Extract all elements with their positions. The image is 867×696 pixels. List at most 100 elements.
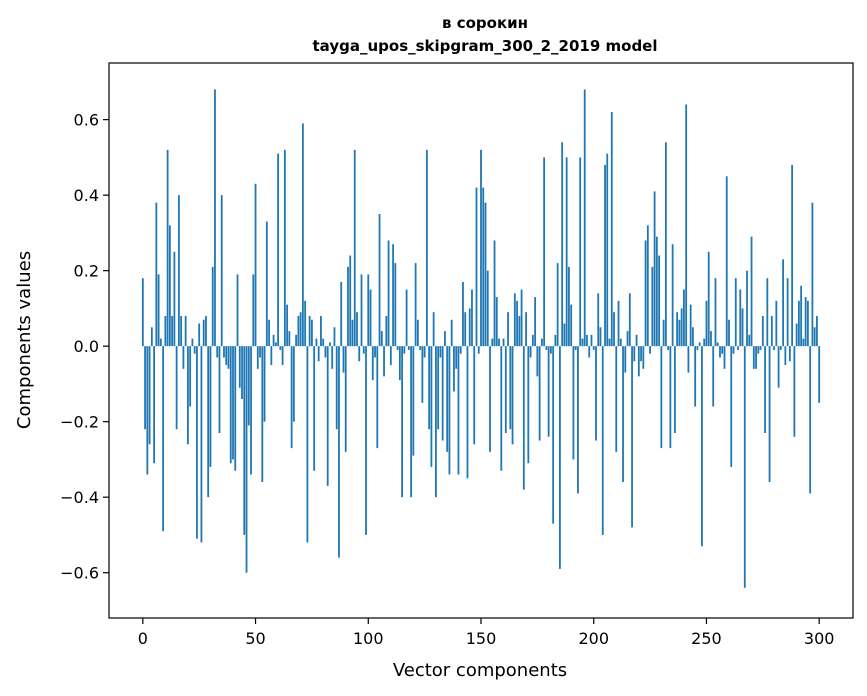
bar (599, 327, 602, 347)
bar (383, 346, 385, 377)
bar (513, 293, 516, 347)
bar (507, 312, 509, 347)
bar (637, 346, 640, 377)
bar (435, 346, 437, 498)
bar (385, 315, 388, 347)
bar (263, 346, 266, 422)
bar (374, 346, 376, 358)
bar (198, 323, 201, 347)
bar (283, 149, 286, 347)
bar (572, 346, 575, 460)
bar (403, 346, 406, 354)
bar (752, 346, 755, 369)
bar (468, 308, 471, 347)
bar (784, 346, 787, 366)
bar (356, 312, 358, 347)
bar (261, 346, 264, 483)
bar (592, 346, 595, 350)
chart-title-line1: в сорокин (442, 14, 528, 32)
bar (304, 300, 307, 347)
bar (335, 346, 338, 430)
bar (274, 342, 277, 347)
bar (728, 319, 730, 347)
bar (171, 315, 174, 347)
bar (211, 266, 214, 347)
bar (552, 346, 555, 524)
bar (159, 338, 162, 347)
bar (407, 346, 410, 350)
bar (144, 346, 146, 430)
bar (236, 274, 239, 347)
bar (662, 319, 665, 347)
bar (265, 221, 268, 347)
bar (428, 346, 431, 430)
bar (705, 300, 708, 347)
bar (416, 319, 419, 347)
x-tick-label: 250 (691, 629, 722, 648)
bar (768, 346, 771, 483)
bar (450, 319, 453, 347)
bar (475, 187, 478, 347)
y-tick-label: −0.4 (60, 488, 99, 507)
bar (441, 346, 444, 441)
bar (338, 346, 340, 558)
bar (766, 278, 769, 347)
bar (743, 346, 746, 588)
bar (313, 346, 316, 471)
x-tick-label: 0 (138, 629, 148, 648)
bar (750, 236, 753, 347)
bar (646, 225, 649, 347)
bar (462, 281, 464, 347)
bar (243, 346, 246, 535)
bar (509, 346, 512, 430)
plot-frame (108, 62, 854, 619)
bar (723, 346, 726, 369)
bar (676, 312, 679, 347)
y-tick-label: −0.2 (60, 413, 99, 432)
bar (168, 225, 171, 347)
bar (432, 312, 435, 347)
bar (315, 338, 318, 347)
bar (687, 346, 690, 373)
bar (601, 346, 604, 535)
bar (631, 346, 633, 528)
bar (473, 346, 476, 445)
x-axis-label: Vector components (393, 660, 567, 681)
bar (191, 338, 194, 347)
bar (353, 149, 356, 347)
bar (626, 331, 629, 347)
bar (816, 315, 818, 347)
bar (308, 315, 311, 347)
bar (180, 315, 183, 347)
bar (290, 346, 293, 449)
bar (493, 240, 496, 347)
bar (725, 176, 728, 347)
bar (277, 153, 279, 347)
bar (232, 346, 234, 460)
bar (394, 263, 397, 347)
bar (486, 270, 489, 347)
bar (730, 346, 733, 467)
bar (360, 274, 363, 347)
bar (540, 338, 543, 347)
bar (297, 315, 300, 347)
bar (759, 346, 762, 350)
bar (712, 346, 715, 407)
bar (333, 327, 336, 347)
bar (658, 255, 661, 347)
bar (622, 346, 624, 483)
bar (669, 346, 672, 449)
y-tick-label: 0.4 (74, 186, 99, 205)
bar (651, 266, 654, 347)
bar (286, 304, 289, 347)
bar (807, 300, 809, 347)
bar (459, 346, 462, 354)
bar (545, 346, 548, 350)
bar (270, 346, 273, 366)
bar (775, 300, 778, 347)
bar (489, 346, 491, 452)
bar (471, 289, 473, 347)
bar (234, 346, 237, 471)
bar (561, 142, 564, 347)
bar (419, 346, 422, 350)
